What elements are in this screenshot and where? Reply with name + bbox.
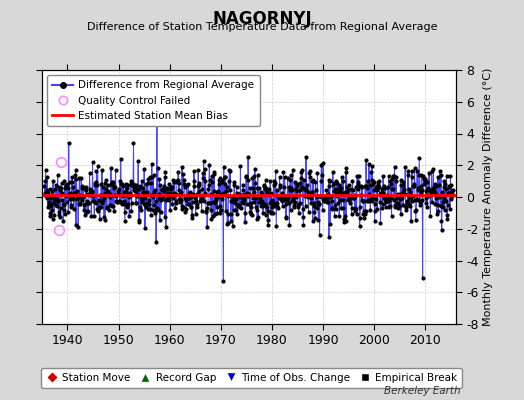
Legend: Station Move, Record Gap, Time of Obs. Change, Empirical Break: Station Move, Record Gap, Time of Obs. C… <box>40 368 463 388</box>
Text: Difference of Station Temperature Data from Regional Average: Difference of Station Temperature Data f… <box>87 22 437 32</box>
Text: NAGORNYJ: NAGORNYJ <box>212 10 312 28</box>
Y-axis label: Monthly Temperature Anomaly Difference (°C): Monthly Temperature Anomaly Difference (… <box>483 68 493 326</box>
Text: Berkeley Earth: Berkeley Earth <box>385 386 461 396</box>
Legend: Difference from Regional Average, Quality Control Failed, Estimated Station Mean: Difference from Regional Average, Qualit… <box>47 75 259 126</box>
